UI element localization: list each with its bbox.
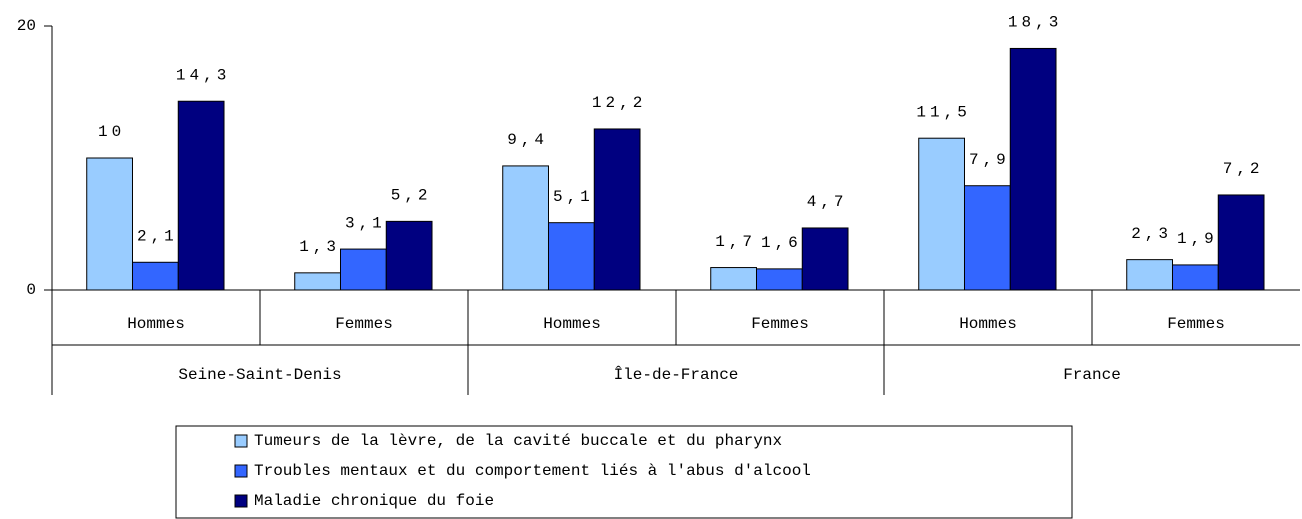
- bar: [86, 157, 133, 291]
- bar: [502, 165, 549, 291]
- bar: [177, 100, 225, 291]
- data-label: 7,9: [969, 151, 1010, 169]
- data-label: 2,3: [1131, 225, 1172, 243]
- bar: [801, 227, 849, 291]
- bar: [593, 128, 641, 291]
- data-label: 12,2: [592, 94, 646, 112]
- bar: [755, 268, 803, 291]
- group-label: Île-de-France: [614, 365, 739, 384]
- legend-swatch: [234, 434, 248, 448]
- legend-label: Maladie chronique du foie: [254, 492, 494, 510]
- bar: [1126, 259, 1173, 291]
- bar: [1009, 47, 1057, 291]
- data-label: 9,4: [507, 131, 548, 149]
- bar: [131, 261, 179, 291]
- bar: [918, 137, 965, 291]
- bar: [385, 220, 433, 291]
- data-label: 5,1: [553, 188, 594, 206]
- legend-box: [175, 425, 1073, 519]
- bar: [339, 248, 387, 291]
- data-label: 1,6: [761, 234, 802, 252]
- data-label: 10: [98, 123, 125, 141]
- bar: [1217, 194, 1265, 291]
- legend-swatch: [234, 464, 248, 478]
- data-label: 1,3: [299, 238, 340, 256]
- bar: [294, 272, 341, 291]
- y-tick-label: 20: [17, 17, 36, 35]
- data-label: 7,2: [1223, 160, 1264, 178]
- bar: [963, 185, 1011, 291]
- x-tick-label: Hommes: [543, 315, 601, 333]
- legend-label: Tumeurs de la lèvre, de la cavité buccal…: [254, 432, 782, 450]
- data-label: 1,9: [1177, 230, 1218, 248]
- y-tick-label: 0: [26, 281, 36, 299]
- data-label: 4,7: [807, 193, 848, 211]
- data-label: 18,3: [1008, 14, 1062, 32]
- data-label: 2,1: [137, 227, 178, 245]
- bar: [710, 267, 757, 291]
- data-label: 14,3: [176, 66, 230, 84]
- legend-label: Troubles mentaux et du comportement liés…: [254, 462, 811, 480]
- data-label: 5,2: [391, 187, 432, 205]
- bar: [1171, 264, 1219, 291]
- x-tick-label: Femmes: [751, 315, 809, 333]
- x-tick-label: Hommes: [127, 315, 185, 333]
- x-tick-label: Femmes: [335, 315, 393, 333]
- group-label: Seine-Saint-Denis: [178, 366, 341, 384]
- x-tick-label: Hommes: [959, 315, 1017, 333]
- group-label: France: [1063, 366, 1121, 384]
- data-label: 1,7: [715, 233, 756, 251]
- data-label: 3,1: [345, 214, 386, 232]
- x-tick-label: Femmes: [1167, 315, 1225, 333]
- legend-swatch: [234, 494, 248, 508]
- data-label: 11,5: [916, 103, 970, 121]
- bar: [547, 222, 595, 291]
